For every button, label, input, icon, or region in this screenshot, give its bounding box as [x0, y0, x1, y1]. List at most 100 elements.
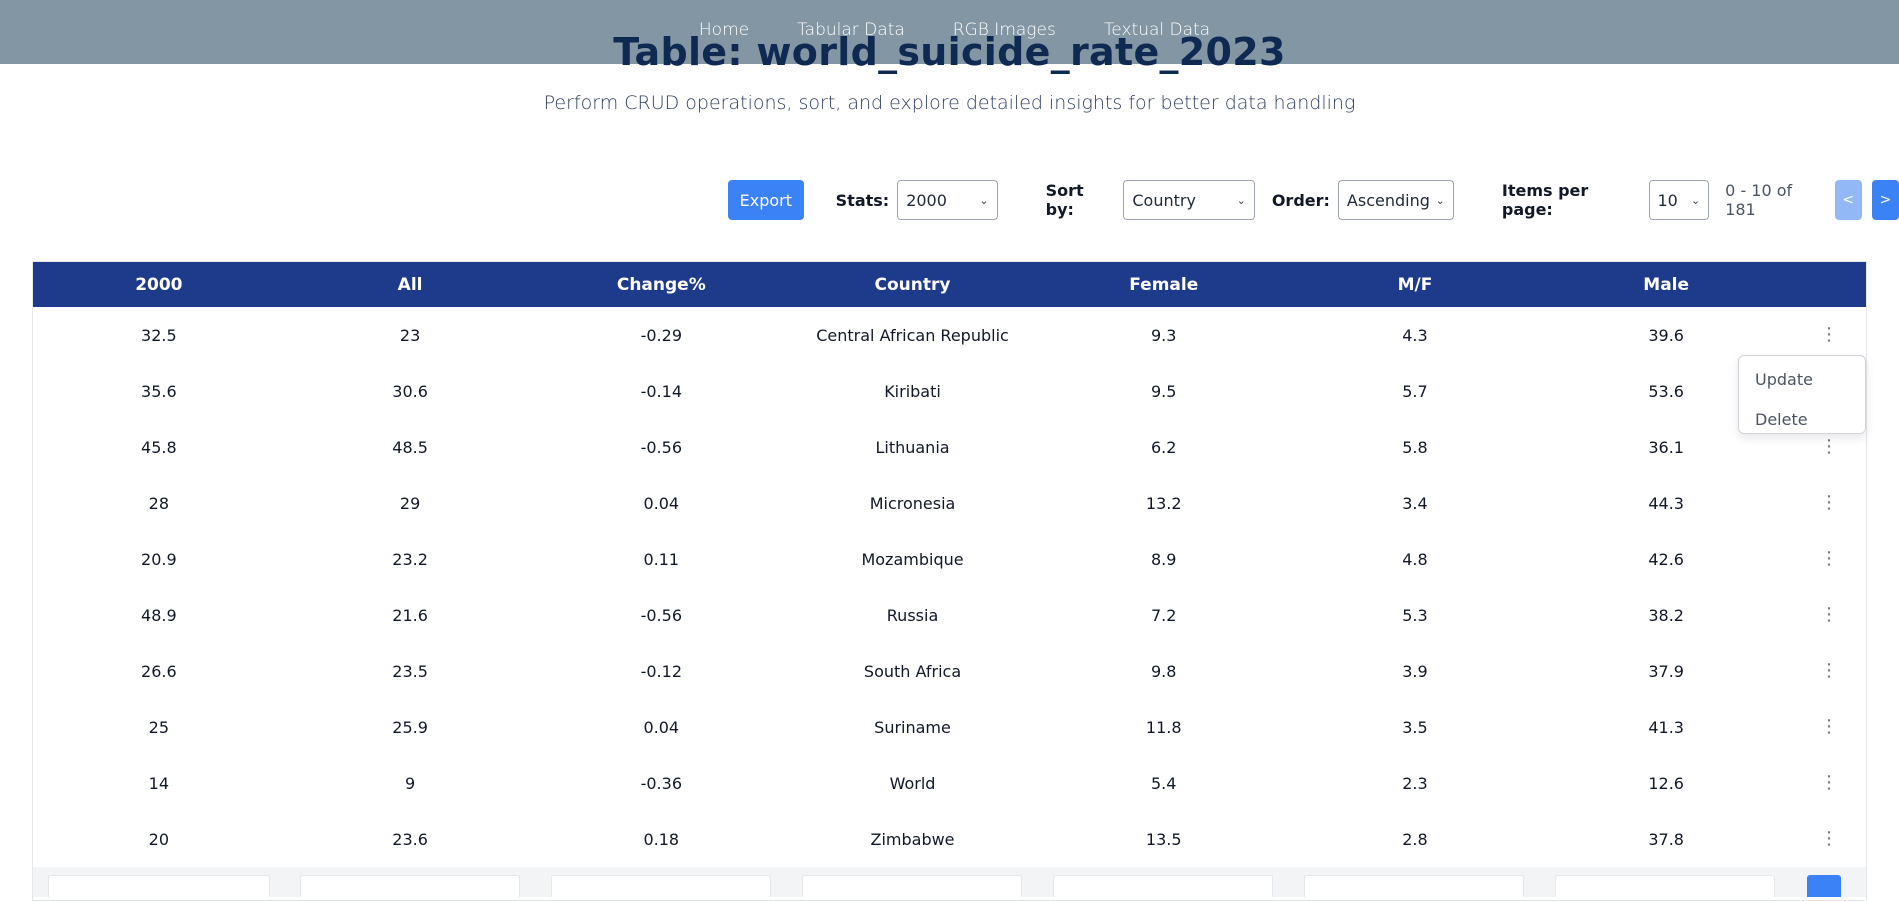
delete-menu-item[interactable]: Delete	[1755, 410, 1808, 429]
table-row: 45.8 48.5 -0.56 Lithuania 6.2 5.8 36.1 ⋮	[33, 419, 1866, 475]
table-row: 20 23.6 0.18 Zimbabwe 13.5 2.8 37.8 ⋮	[33, 811, 1866, 867]
table-toolbar: Export Stats: 2000 ⌄ Sort by: Country ⌄ …	[728, 180, 1899, 220]
page-title: Table: world_suicide_rate_2023	[613, 30, 1286, 74]
order-select[interactable]: Ascending ⌄	[1337, 180, 1454, 220]
new-female-input[interactable]	[1053, 875, 1273, 897]
kebab-menu-icon[interactable]: ⋮	[1819, 828, 1838, 849]
pagination-range: 0 - 10 of 181	[1725, 181, 1793, 219]
kebab-menu-icon[interactable]: ⋮	[1819, 324, 1838, 345]
table-cell: 3.4	[1402, 493, 1428, 513]
table-cell: 39.6	[1648, 325, 1684, 345]
new-row-inputs	[33, 867, 1866, 897]
table-cell: -0.29	[640, 325, 682, 345]
table-cell: 5.8	[1402, 437, 1428, 457]
table-cell: 35.6	[141, 381, 177, 401]
sort-select[interactable]: Country ⌄	[1123, 180, 1255, 220]
nav-rgb-images[interactable]: RGB Images	[952, 20, 1056, 40]
items-per-page-label: Items per page:	[1501, 181, 1589, 219]
table-cell: 2.8	[1402, 829, 1428, 849]
table-cell: 9	[404, 773, 416, 793]
chevron-down-icon: ⌄	[1435, 193, 1445, 207]
table-cell: 5.3	[1402, 605, 1428, 625]
table-cell: 14	[148, 773, 170, 793]
table-row: 48.9 21.6 -0.56 Russia 7.2 5.3 38.2 ⋮	[33, 587, 1866, 643]
table-cell: Suriname	[874, 717, 951, 737]
new-2000-input[interactable]	[48, 875, 270, 897]
data-table: 2000 All Change% Country Female M/F Male…	[32, 261, 1867, 901]
table-cell: 9.5	[1151, 381, 1177, 401]
new-country-input[interactable]	[802, 875, 1022, 897]
next-page-button[interactable]: >	[1871, 180, 1899, 220]
column-header-all[interactable]: All	[397, 274, 423, 295]
table-cell: 48.5	[392, 437, 428, 457]
new-all-input[interactable]	[300, 875, 520, 897]
table-cell: 20	[148, 829, 170, 849]
kebab-menu-icon[interactable]: ⋮	[1819, 548, 1838, 569]
column-header-2000[interactable]: 2000	[135, 274, 183, 295]
table-row: 35.6 30.6 -0.14 Kiribati 9.5 5.7 53.6	[33, 363, 1866, 419]
table-cell: 9.8	[1151, 661, 1177, 681]
column-header-female[interactable]: Female	[1129, 274, 1199, 295]
update-menu-item[interactable]: Update	[1755, 370, 1813, 389]
table-cell: 23.6	[392, 829, 428, 849]
stats-select[interactable]: 2000 ⌄	[897, 180, 998, 220]
export-button[interactable]: Export	[728, 180, 804, 220]
chevron-down-icon: ⌄	[979, 193, 989, 207]
table-cell: 30.6	[392, 381, 428, 401]
table-cell: 20.9	[141, 549, 177, 569]
kebab-menu-icon[interactable]: ⋮	[1819, 436, 1838, 457]
column-header-country[interactable]: Country	[874, 274, 951, 295]
column-header-male[interactable]: Male	[1643, 274, 1690, 295]
kebab-menu-icon[interactable]: ⋮	[1819, 492, 1838, 513]
order-label: Order:	[1271, 190, 1330, 210]
table-row: 28 29 0.04 Micronesia 13.2 3.4 44.3 ⋮	[33, 475, 1866, 531]
new-mf-input[interactable]	[1304, 875, 1524, 897]
table-cell: Mozambique	[861, 549, 964, 569]
table-cell: Central African Republic	[816, 325, 1009, 345]
table-row: 26.6 23.5 -0.12 South Africa 9.8 3.9 37.…	[33, 643, 1866, 699]
kebab-menu-icon[interactable]: ⋮	[1819, 660, 1838, 681]
table-header: 2000 All Change% Country Female M/F Male	[33, 262, 1866, 307]
table-cell: 5.7	[1402, 381, 1428, 401]
chevron-down-icon: ⌄	[1690, 193, 1701, 207]
table-cell: 37.9	[1648, 661, 1684, 681]
items-per-page-value: 10	[1657, 190, 1678, 210]
table-cell: 41.3	[1648, 717, 1684, 737]
new-male-input[interactable]	[1555, 875, 1775, 897]
column-header-mf[interactable]: M/F	[1397, 274, 1433, 295]
nav-textual-data[interactable]: Textual Data	[1103, 20, 1211, 40]
table-cell: 25	[148, 717, 170, 737]
table-row: 32.5 23 -0.29 Central African Republic 9…	[33, 307, 1866, 363]
table-cell: 23.5	[392, 661, 428, 681]
table-cell: 13.2	[1145, 493, 1182, 513]
sort-label: Sort by:	[1045, 181, 1084, 219]
table-cell: 37.8	[1648, 829, 1684, 849]
table-cell: Kiribati	[884, 381, 941, 401]
prev-page-button[interactable]: <	[1834, 180, 1862, 220]
table-cell: 32.5	[141, 325, 177, 345]
table-cell: 29	[399, 493, 421, 513]
add-row-button[interactable]	[1807, 875, 1841, 897]
table-cell: 13.5	[1145, 829, 1182, 849]
nav-home[interactable]: Home	[698, 20, 750, 40]
items-per-page-select[interactable]: 10 ⌄	[1648, 180, 1710, 220]
order-select-value: Ascending	[1346, 190, 1430, 210]
table-cell: 28	[148, 493, 170, 513]
table-cell: 25.9	[392, 717, 428, 737]
table-cell: 23	[399, 325, 421, 345]
table-cell: 44.3	[1648, 493, 1684, 513]
table-cell: 6.2	[1151, 437, 1177, 457]
table-cell: Lithuania	[875, 437, 950, 457]
table-cell: 3.9	[1402, 661, 1428, 681]
table-cell: 26.6	[141, 661, 177, 681]
column-header-change[interactable]: Change%	[616, 274, 706, 295]
kebab-menu-icon[interactable]: ⋮	[1819, 772, 1838, 793]
table-cell: -0.12	[640, 661, 682, 681]
nav-tabular-data[interactable]: Tabular Data	[797, 20, 905, 40]
new-change-input[interactable]	[551, 875, 771, 897]
table-cell: Russia	[886, 605, 939, 625]
kebab-menu-icon[interactable]: ⋮	[1819, 604, 1838, 625]
kebab-menu-icon[interactable]: ⋮	[1819, 716, 1838, 737]
table-cell: 0.18	[643, 829, 680, 849]
nav-links: Home Tabular Data RGB Images Textual Dat…	[0, 20, 1899, 40]
